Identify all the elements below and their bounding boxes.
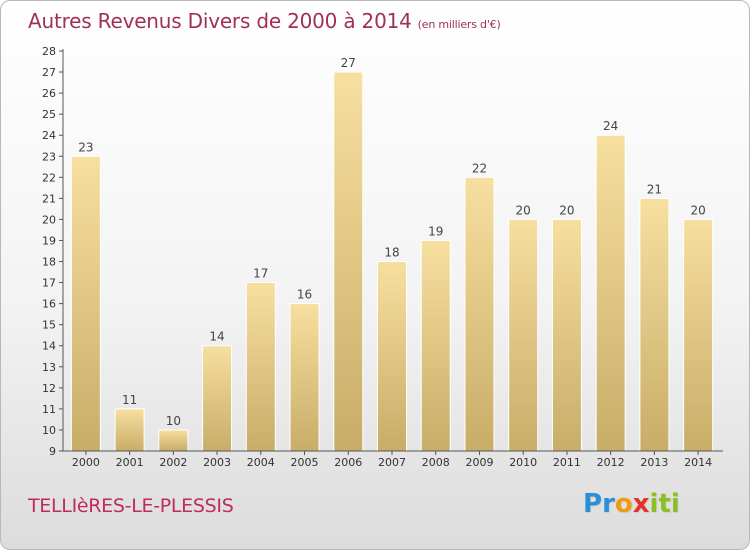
x-tick-label-2014: 2014 [684, 456, 712, 469]
bar-2001 [114, 408, 145, 452]
data-label-2013: 21 [647, 182, 662, 196]
x-tick-label-2013: 2013 [640, 456, 668, 469]
y-tick-label: 9 [49, 445, 56, 458]
y-tick-label: 27 [42, 66, 56, 79]
y-tick-label: 16 [42, 298, 56, 311]
logo-letter: P [583, 489, 603, 519]
y-tick-label: 23 [42, 150, 56, 163]
bar-2013 [639, 197, 670, 452]
logo-letter: x [632, 489, 650, 519]
x-axis: 2000 2001 2002 2003 2004 2005 2006 2007 2008 2009… [63, 450, 723, 469]
bar-2010 [508, 218, 539, 452]
data-label-2000: 23 [78, 140, 93, 154]
y-tick-label: 26 [42, 87, 56, 100]
x-tick-label-2010: 2010 [509, 456, 537, 469]
bar-2003 [202, 345, 233, 452]
data-label-2011: 20 [559, 203, 574, 217]
data-label-2010: 20 [516, 203, 531, 217]
y-tick-label: 18 [42, 256, 56, 269]
bar-2000 [70, 155, 101, 452]
data-label-2009: 22 [472, 161, 487, 175]
data-label-2008: 19 [428, 224, 443, 238]
chart-title: Autres Revenus Divers de 2000 à 2014 (en … [28, 9, 501, 33]
x-tick-label-2007: 2007 [378, 456, 406, 469]
bar-2007 [377, 261, 407, 452]
y-tick-label: 14 [42, 340, 56, 353]
bar-2004 [245, 282, 276, 452]
y-tick-label: 28 [42, 45, 56, 58]
logo-letter: i [649, 489, 659, 519]
bar-2002 [158, 429, 189, 452]
data-label-2001: 11 [122, 393, 137, 407]
x-tick-label-2004: 2004 [247, 456, 275, 469]
x-tick-label-2002: 2002 [159, 456, 187, 469]
bar-2008 [420, 239, 451, 452]
y-axis: 9 10 11 12 13 14 15 16 17 18 19 20 21 22 23 24 25 26 27 28 [42, 45, 64, 458]
x-tick-label-2000: 2000 [72, 456, 100, 469]
y-tick-label: 17 [42, 277, 56, 290]
chart-title-text: Autres Revenus Divers de 2000 à 2014 [28, 9, 412, 33]
logo-letter: i [670, 489, 680, 519]
y-tick-label: 12 [42, 382, 56, 395]
x-tick-label-2005: 2005 [291, 456, 319, 469]
data-label-2006: 27 [341, 56, 356, 70]
y-tick-label: 19 [42, 234, 56, 247]
y-tick-label: 15 [42, 319, 56, 332]
chart-title-unit: (en milliers d'€) [417, 18, 501, 31]
x-tick-label-2006: 2006 [334, 456, 362, 469]
data-label-2012: 24 [603, 119, 618, 133]
x-tick-label-2003: 2003 [203, 456, 231, 469]
y-tick-label: 21 [42, 192, 56, 205]
data-label-2014: 20 [690, 203, 705, 217]
y-tick-label: 10 [42, 424, 56, 437]
logo-letter: o [614, 489, 633, 519]
y-tick-label: 22 [42, 171, 56, 184]
bar-2012 [595, 134, 626, 452]
x-tick-label-2001: 2001 [116, 456, 144, 469]
x-tick-label-2011: 2011 [553, 456, 581, 469]
bar-2006 [333, 71, 364, 452]
data-label-2004: 17 [253, 267, 268, 281]
bar-2009 [464, 176, 495, 452]
data-label-2005: 16 [297, 288, 312, 302]
y-tick-label: 11 [42, 403, 56, 416]
y-tick-label: 24 [42, 129, 56, 142]
bars: 23 11 10 14 17 16 27 18 19 22 20 20 24 21 20 [70, 56, 714, 452]
bar-2011 [551, 218, 582, 452]
y-tick-label: 20 [42, 213, 56, 226]
commune-name: TELLIèRES-LE-PLESSIS [28, 495, 234, 517]
proxiti-logo: Proxiti [583, 489, 680, 519]
logo-letter: r [602, 489, 615, 519]
bar-2014 [683, 218, 714, 452]
y-tick-label: 13 [42, 361, 56, 374]
x-tick-label-2012: 2012 [597, 456, 625, 469]
data-label-2002: 10 [166, 414, 181, 428]
logo-letter: t [658, 489, 671, 519]
x-tick-label-2008: 2008 [422, 456, 450, 469]
x-tick-label-2009: 2009 [465, 456, 493, 469]
y-tick-label: 25 [42, 108, 56, 121]
data-label-2003: 14 [209, 330, 224, 344]
bar-2005 [289, 303, 320, 452]
data-label-2007: 18 [384, 246, 399, 260]
